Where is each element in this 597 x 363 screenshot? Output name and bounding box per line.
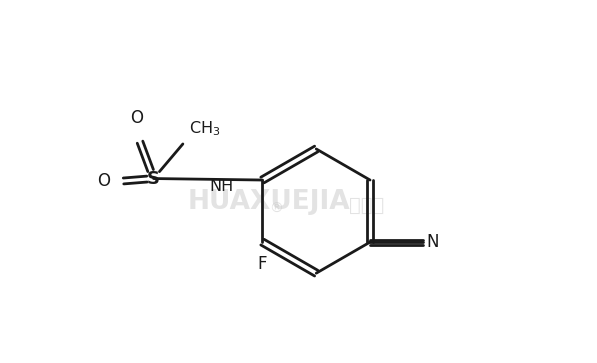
Text: CH$_3$: CH$_3$ — [189, 119, 220, 138]
Text: N: N — [427, 233, 439, 251]
Text: F: F — [258, 255, 267, 273]
Text: O: O — [131, 109, 143, 127]
Text: NH: NH — [209, 179, 233, 194]
Text: 化学加: 化学加 — [349, 196, 384, 215]
Text: S: S — [147, 170, 160, 188]
Text: HUAXUEJIA: HUAXUEJIA — [187, 189, 350, 215]
Text: ®: ® — [269, 202, 283, 216]
Text: O: O — [97, 172, 110, 191]
